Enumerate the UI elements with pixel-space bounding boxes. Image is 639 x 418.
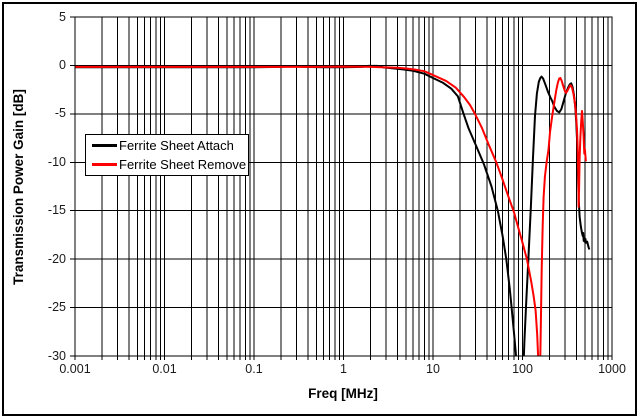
x-tick-label: 0.001: [59, 362, 91, 376]
legend-item-attach: Ferrite Sheet Attach: [86, 136, 248, 155]
y-tick-label: -20: [47, 251, 66, 266]
y-tick-label: 5: [59, 9, 66, 24]
x-tick-label: 0.01: [152, 362, 177, 376]
y-axis-title: Transmission Power Gain [dB]: [11, 89, 26, 285]
axis-tick-marks: [70, 16, 613, 360]
series-ferrite-sheet-attach: [75, 64, 591, 356]
x-tick-label: 100: [512, 362, 533, 376]
legend: Ferrite Sheet Attach Ferrite Sheet Remov…: [85, 134, 249, 176]
y-tick-label: -25: [47, 300, 66, 315]
series-ferrite-sheet-remove: [75, 65, 587, 356]
y-tick-label: -30: [47, 348, 66, 363]
remove-line-sample: [92, 163, 117, 166]
attach-line-sample: [92, 144, 117, 147]
legend-item-remove: Ferrite Sheet Remove: [86, 155, 248, 174]
x-tick-label: 1000: [598, 362, 626, 376]
legend-label-attach: Ferrite Sheet Attach: [119, 138, 234, 153]
legend-label-remove: Ferrite Sheet Remove: [119, 157, 247, 172]
x-tick-label: 0.1: [245, 362, 263, 376]
plot-border: [74, 16, 613, 357]
y-tick-label: -10: [47, 154, 66, 169]
y-tick-label: -5: [54, 106, 66, 121]
x-axis-title: Freq [MHz]: [308, 386, 378, 401]
y-tick-label: 0: [59, 57, 66, 72]
x-tick-label: 1: [340, 362, 347, 376]
y-tick-label: -15: [47, 203, 66, 218]
x-tick-label: 10: [426, 362, 440, 376]
